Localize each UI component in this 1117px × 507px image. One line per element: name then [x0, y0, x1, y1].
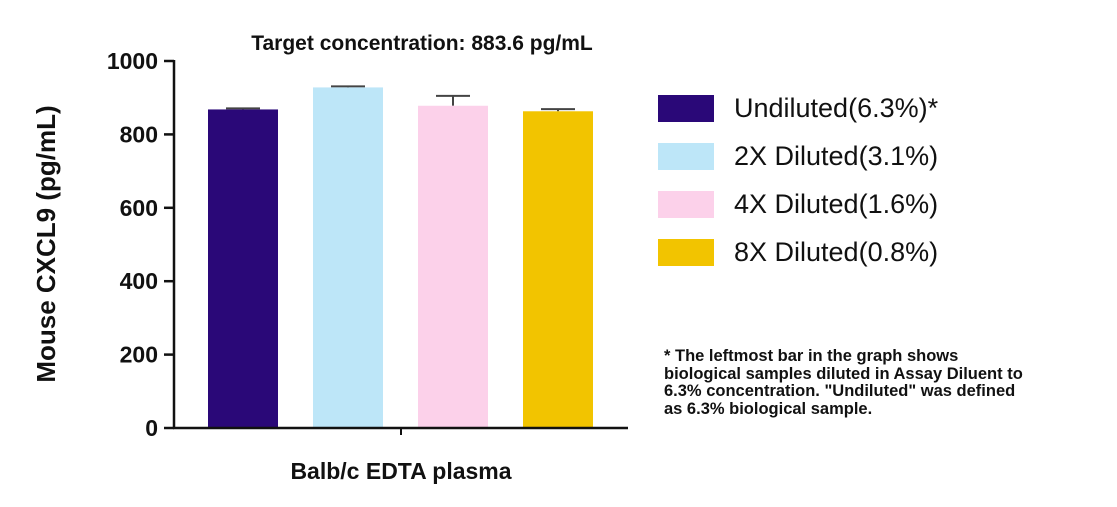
- x-axis-label: Balb/c EDTA plasma: [290, 458, 511, 484]
- legend-item-8x-diluted: 8X Diluted(0.8%): [658, 228, 938, 276]
- legend-label: 8X Diluted(0.8%): [734, 236, 939, 267]
- y-tick-label: 400: [120, 268, 158, 294]
- chart-title: Target concentration: 883.6 pg/mL: [251, 32, 593, 55]
- footnote-line: * The leftmost bar in the graph shows: [664, 347, 959, 365]
- y-tick-label: 200: [120, 342, 158, 368]
- bar: [418, 105, 488, 429]
- bar: [313, 87, 383, 428]
- bar-chart: Target concentration: 883.6 pg/mL Mouse …: [31, 32, 628, 484]
- footnote-line: 6.3% concentration. "Undiluted" was defi…: [664, 382, 1016, 400]
- footnote-line: biological samples diluted in Assay Dilu…: [664, 364, 1023, 383]
- y-tick-label: 600: [120, 195, 158, 221]
- y-axis-label: Mouse CXCL9 (pg/mL): [31, 105, 61, 382]
- legend-swatch: [658, 142, 714, 170]
- chart-legend: Undiluted(6.3%)* 2X Diluted(3.1%) 4X Dil…: [658, 84, 938, 276]
- bar: [523, 111, 593, 429]
- legend-label: 2X Diluted(3.1%): [734, 140, 939, 171]
- y-tick-label: 800: [120, 121, 158, 147]
- bar: [208, 109, 278, 428]
- legend-label: Undiluted(6.3%)*: [734, 92, 939, 123]
- legend-item-2x-diluted: 2X Diluted(3.1%): [658, 132, 938, 180]
- y-tick-label: 1000: [107, 48, 158, 74]
- legend-item-4x-diluted: 4X Diluted(1.6%): [658, 180, 938, 228]
- footnote: * The leftmost bar in the graph shows bi…: [664, 347, 1104, 418]
- legend-item-undiluted: Undiluted(6.3%)*: [658, 84, 938, 132]
- legend-swatch: [658, 94, 714, 122]
- y-tick-label: 0: [145, 415, 158, 441]
- legend-label: 4X Diluted(1.6%): [734, 188, 939, 219]
- legend-swatch: [658, 190, 714, 218]
- footnote-line: as 6.3% biological sample.: [664, 399, 873, 418]
- legend-swatch: [658, 238, 714, 266]
